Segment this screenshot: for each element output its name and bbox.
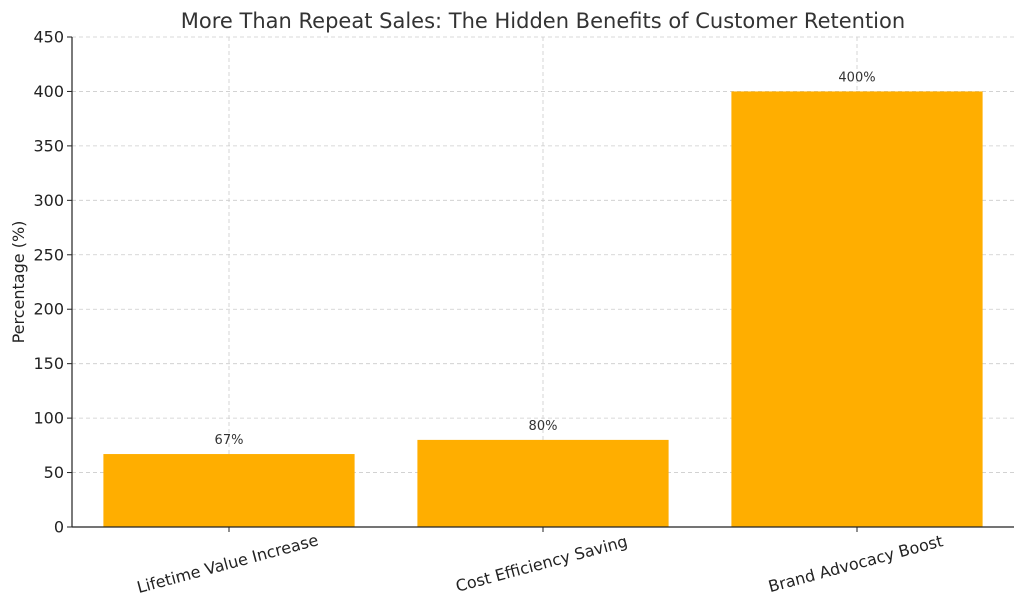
bar [103, 454, 355, 527]
y-tick-label: 50 [44, 463, 64, 482]
y-tick-label: 0 [54, 518, 64, 537]
bar-data-label: 80% [529, 419, 558, 434]
bars [103, 91, 983, 527]
y-tick-label: 200 [33, 300, 64, 319]
bar [731, 91, 983, 527]
y-tick-label: 150 [33, 354, 64, 373]
x-axis-ticks: Lifetime Value Increase Cost Efficiency S… [135, 527, 945, 597]
y-tick-label: 350 [33, 136, 64, 155]
y-tick-label: 400 [33, 82, 64, 101]
x-tick-label: Brand Advocacy Boost [766, 531, 945, 596]
y-tick-label: 300 [33, 191, 64, 210]
y-tick-label: 250 [33, 245, 64, 264]
bar [417, 439, 669, 527]
bar-data-label: 67% [215, 433, 244, 448]
data-labels: 67% 80% 400% [215, 70, 876, 448]
chart-title: More Than Repeat Sales: The Hidden Benef… [181, 9, 905, 33]
x-tick-label: Cost Efficiency Saving [454, 532, 630, 596]
y-tick-label: 100 [33, 409, 64, 428]
y-tick-label: 450 [33, 28, 64, 47]
y-axis-ticks: 0 50 100 150 200 250 300 350 400 450 [33, 28, 72, 537]
x-tick-label: Lifetime Value Increase [135, 530, 320, 597]
y-axis-label: Percentage (%) [9, 221, 28, 344]
bar-data-label: 400% [838, 70, 875, 85]
